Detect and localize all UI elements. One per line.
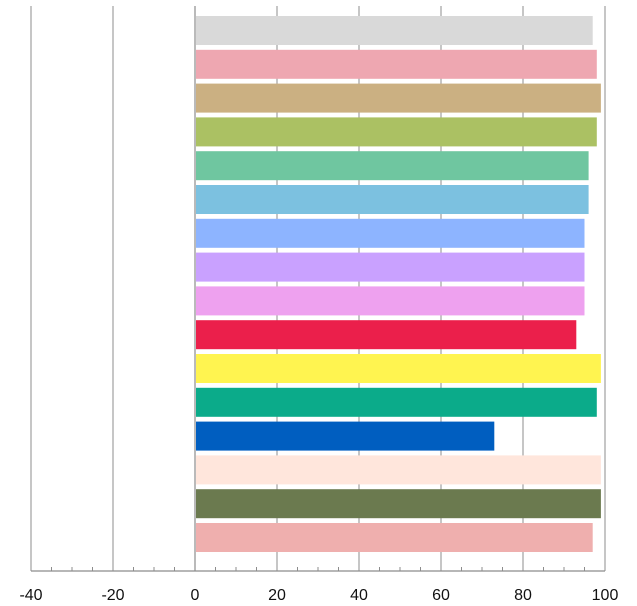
bar-11 — [196, 387, 597, 417]
bar-2 — [196, 83, 601, 113]
bars-layer — [196, 16, 601, 552]
bar-15 — [196, 523, 593, 552]
bar-7 — [196, 252, 585, 282]
bar-0 — [196, 16, 593, 45]
x-tick-label-2: 0 — [191, 587, 200, 604]
bar-8 — [196, 286, 585, 316]
bar-13 — [196, 455, 601, 485]
axis-layer — [31, 6, 605, 572]
bar-9 — [196, 320, 577, 350]
x-tick-label-5: 60 — [432, 587, 450, 604]
tick-label-layer: -40 -20 0 20 40 60 80 100 — [19, 587, 618, 604]
bar-14 — [196, 489, 601, 519]
bar-1 — [196, 49, 597, 79]
bar-10 — [196, 354, 601, 383]
bar-3 — [196, 117, 597, 147]
x-tick-label-3: 20 — [268, 587, 286, 604]
x-tick-label-6: 80 — [514, 587, 532, 604]
x-tick-label-7: 100 — [592, 587, 619, 604]
bar-5 — [196, 185, 589, 214]
bar-4 — [196, 151, 589, 181]
bar-12 — [196, 421, 495, 451]
x-tick-label-1: -20 — [101, 587, 124, 604]
bar-6 — [196, 218, 585, 248]
x-tick-label-0: -40 — [19, 587, 42, 604]
x-tick-label-4: 40 — [350, 587, 368, 604]
